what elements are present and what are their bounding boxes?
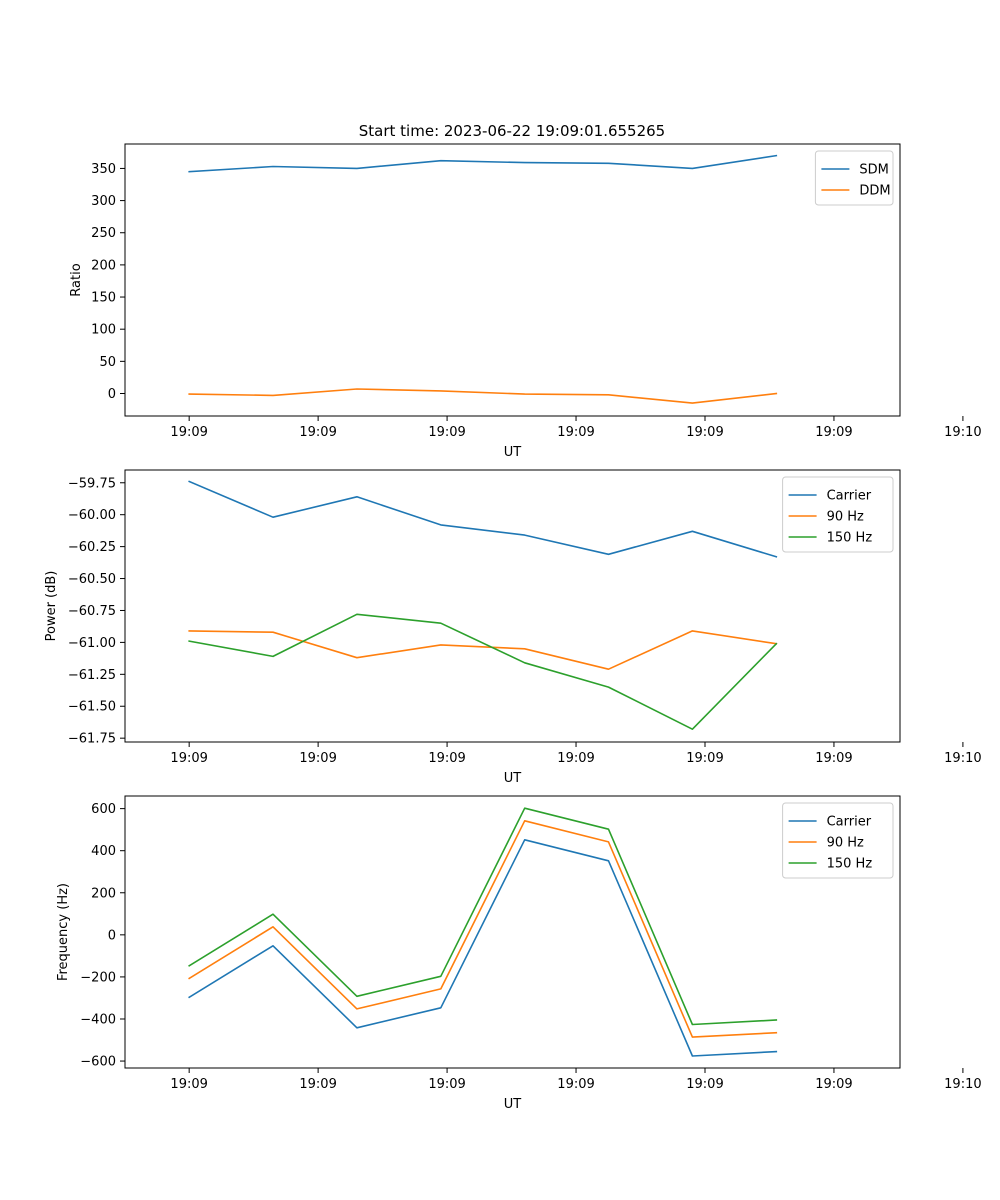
y-tick-label: 300	[91, 194, 116, 209]
x-tick-label: 19:09	[815, 751, 852, 766]
y-tick-label: −60.25	[68, 540, 116, 555]
y-tick-label: −60.75	[68, 604, 116, 619]
legend-box	[814, 150, 894, 206]
legend-label: Carrier	[827, 489, 872, 504]
x-tick-label: 19:09	[557, 425, 594, 440]
y-tick-label: −61.25	[68, 668, 116, 683]
x-tick-label: 19:09	[815, 425, 852, 440]
y-tick-label: 150	[91, 291, 116, 306]
axes-frame	[124, 795, 901, 1069]
y-tick-label: −61.75	[68, 732, 116, 747]
x-tick-label: 19:09	[557, 751, 594, 766]
x-axis-label: UT	[504, 771, 522, 786]
subplot-1: 19:09 19:09 19:09 19:09 19:09 19:09 19:10 0 50 10…	[69, 143, 982, 460]
y-tick-label: 250	[91, 226, 116, 241]
x-tick-label: 19:09	[299, 1077, 336, 1092]
figure-title: Start time: 2023-06-22 19:09:01.655265	[359, 122, 665, 140]
y-tick-label: −60.00	[68, 508, 116, 523]
axes-frame	[124, 469, 901, 743]
legend-label: 90 Hz	[827, 836, 864, 851]
series-line-150-hz	[188, 807, 778, 1026]
y-tick-label: −59.75	[68, 476, 116, 491]
x-axis-label: UT	[504, 1097, 522, 1112]
legend-label: 150 Hz	[827, 857, 873, 872]
subplot-3: 19:09 19:09 19:09 19:09 19:09 19:09 19:10 −600 −…	[56, 795, 982, 1112]
x-tick-label: 19:10	[944, 1077, 981, 1092]
x-tick-label: 19:09	[428, 751, 465, 766]
axes-frame	[124, 143, 901, 417]
y-tick-label: −400	[80, 1012, 116, 1027]
y-axis-label: Ratio	[69, 263, 84, 296]
legend-label: 150 Hz	[827, 531, 873, 546]
series-line-90-hz	[188, 630, 778, 671]
x-tick-label: 19:09	[428, 425, 465, 440]
legend: SDM DDM	[814, 150, 894, 206]
y-tick-label: −61.00	[68, 636, 116, 651]
legend: Carrier 90 Hz 150 Hz	[782, 476, 894, 553]
y-tick-label: 400	[91, 844, 116, 859]
y-tick-label: 200	[91, 258, 116, 273]
y-tick-label: 0	[108, 928, 116, 943]
x-tick-label: 19:09	[815, 1077, 852, 1092]
y-tick-label: 600	[91, 802, 116, 817]
x-tick-label: 19:09	[557, 1077, 594, 1092]
x-axis-label: UT	[504, 445, 522, 460]
legend-label: Carrier	[827, 815, 872, 830]
y-tick-label: 350	[91, 162, 116, 177]
y-tick-label: −200	[80, 970, 116, 985]
x-tick-label: 19:09	[428, 1077, 465, 1092]
y-tick-label: −61.50	[68, 700, 116, 715]
y-tick-label: 50	[99, 355, 116, 370]
series-line-carrier	[188, 480, 778, 558]
subplot-2: 19:09 19:09 19:09 19:09 19:09 19:09 19:10 −61.7…	[44, 469, 982, 786]
x-tick-label: 19:09	[686, 425, 723, 440]
y-tick-label: 200	[91, 886, 116, 901]
series-line-sdm	[188, 154, 778, 173]
legend-label: DDM	[859, 184, 890, 199]
y-axis-label: Power (dB)	[44, 571, 59, 642]
y-tick-label: 100	[91, 323, 116, 338]
legend-label: SDM	[859, 163, 888, 178]
x-tick-label: 19:09	[686, 751, 723, 766]
x-tick-label: 19:09	[170, 425, 207, 440]
x-tick-label: 19:10	[944, 425, 981, 440]
y-tick-label: 0	[108, 387, 116, 402]
series-line-90-hz	[188, 819, 778, 1038]
series-line-150-hz	[188, 613, 778, 731]
x-tick-label: 19:09	[686, 1077, 723, 1092]
series-line-ddm	[188, 388, 778, 404]
series-line-carrier	[188, 838, 778, 1057]
subplots-group: 19:09 19:09 19:09 19:09 19:09 19:09 19:10 0 50 10…	[44, 143, 982, 1112]
x-tick-label: 19:09	[170, 751, 207, 766]
legend: Carrier 90 Hz 150 Hz	[782, 802, 894, 879]
y-tick-label: −600	[80, 1055, 116, 1070]
x-tick-label: 19:10	[944, 751, 981, 766]
legend-label: 90 Hz	[827, 510, 864, 525]
x-tick-label: 19:09	[170, 1077, 207, 1092]
y-tick-label: −60.50	[68, 572, 116, 587]
x-tick-label: 19:09	[299, 751, 336, 766]
y-axis-label: Frequency (Hz)	[56, 883, 71, 981]
x-tick-label: 19:09	[299, 425, 336, 440]
